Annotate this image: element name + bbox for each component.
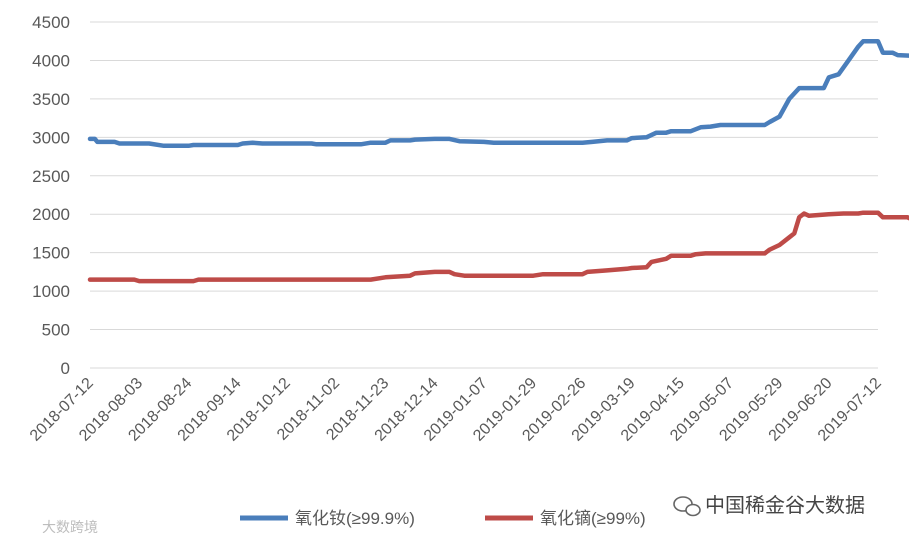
- y-tick-label: 4000: [32, 51, 70, 70]
- y-tick-label: 4500: [32, 13, 70, 32]
- wechat-icon: [674, 497, 700, 516]
- y-tick-label: 3000: [32, 128, 70, 147]
- watermark-2-text: 大数跨境: [42, 519, 98, 535]
- x-axis-ticks: 2018-07-122018-08-032018-08-242018-09-14…: [27, 375, 885, 445]
- y-axis-ticks: 0 500 1000 1500 2000 2500 3000 3500 4000 4500: [32, 13, 70, 378]
- series-lines: [90, 41, 909, 281]
- y-tick-label: 2500: [32, 167, 70, 186]
- gridlines: [90, 22, 878, 368]
- legend-label-neodymium: 氧化钕(≥99.9%): [295, 509, 415, 528]
- watermark-2: 大数跨境: [42, 519, 98, 535]
- legend: 氧化钕(≥99.9%) 氧化镝(≥99%): [240, 509, 646, 528]
- series-line-neodymium-oxide: [90, 41, 909, 146]
- watermark: 中国稀金谷大数据: [674, 494, 865, 517]
- watermark-text: 中国稀金谷大数据: [705, 494, 865, 517]
- series-line-dysprosium-oxide: [90, 213, 909, 281]
- y-tick-label: 3500: [32, 90, 70, 109]
- y-tick-label: 0: [61, 359, 70, 378]
- y-tick-label: 1500: [32, 244, 70, 263]
- y-tick-label: 2000: [32, 205, 70, 224]
- y-tick-label: 500: [42, 321, 70, 340]
- legend-label-dysprosium: 氧化镝(≥99%): [540, 509, 646, 528]
- y-tick-label: 1000: [32, 282, 70, 301]
